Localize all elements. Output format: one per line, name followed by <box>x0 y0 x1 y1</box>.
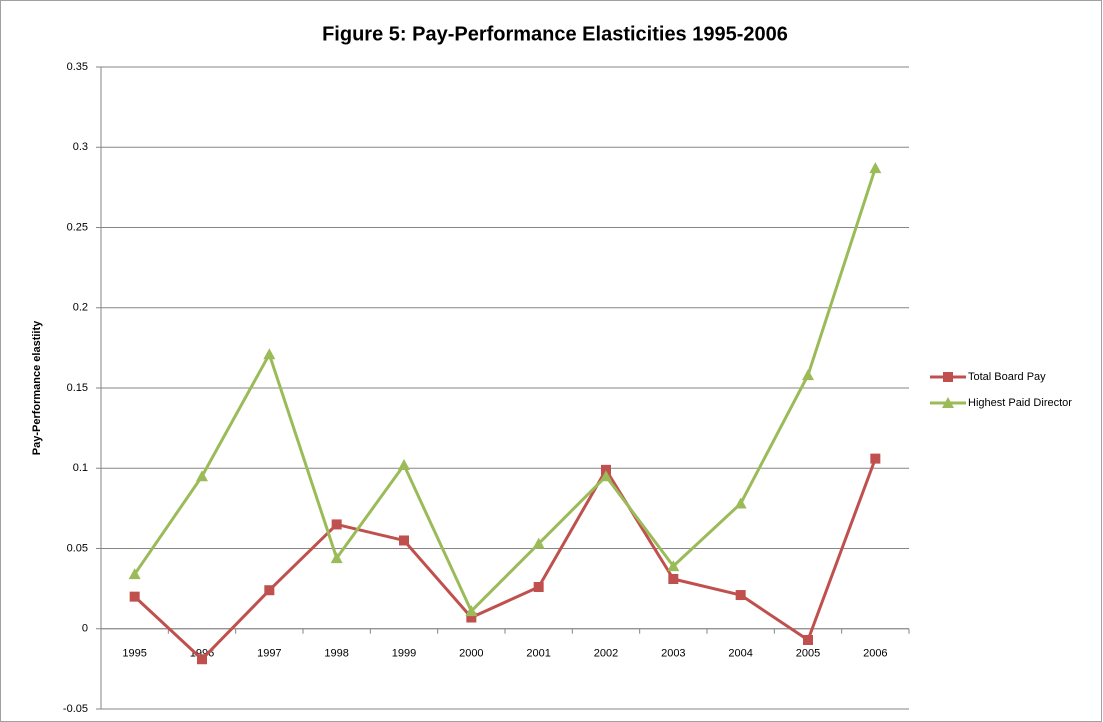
y-tick-label: 0.1 <box>73 462 88 474</box>
x-tick-label: 1995 <box>122 648 146 660</box>
x-tick-label: 2000 <box>459 648 483 660</box>
data-point <box>601 464 611 475</box>
x-tick-label: 1998 <box>324 648 348 660</box>
data-point <box>667 560 680 572</box>
x-tick-label: 1997 <box>257 648 281 660</box>
data-point <box>263 348 276 360</box>
data-point <box>532 537 545 549</box>
y-tick-label: 0.05 <box>67 542 88 554</box>
data-point <box>465 605 478 617</box>
data-point <box>399 535 409 546</box>
data-point <box>128 568 141 580</box>
chart-title: Figure 5: Pay-Performance Elasticities 1… <box>322 23 788 45</box>
x-tick-label: 2005 <box>796 648 820 660</box>
data-point <box>196 470 208 482</box>
legend-label: Total Board Pay <box>968 371 1046 383</box>
y-tick-label: 0 <box>82 623 88 635</box>
legend-marker <box>943 372 953 382</box>
data-point <box>398 459 410 471</box>
y-tick-label: 0.25 <box>67 221 88 233</box>
y-tick-label: 0.15 <box>67 382 88 394</box>
data-point <box>735 590 746 601</box>
y-tick-label: 0.2 <box>73 302 88 314</box>
data-point <box>869 162 882 174</box>
x-tick-label: 2001 <box>526 648 550 660</box>
x-tick-label: 1996 <box>190 648 214 660</box>
data-point <box>803 634 813 645</box>
data-point <box>264 585 275 596</box>
data-point <box>466 612 477 623</box>
y-tick-label: 0.3 <box>73 141 88 153</box>
data-point <box>668 573 679 584</box>
y-tick-label: 0.35 <box>67 61 88 73</box>
legend-label: Highest Paid Director <box>968 397 1072 409</box>
x-tick-label: 1999 <box>392 648 416 660</box>
data-point <box>129 591 140 602</box>
data-point <box>533 582 544 593</box>
x-tick-label: 2006 <box>863 648 887 660</box>
series-line <box>133 458 877 661</box>
x-tick-label: 2004 <box>728 648 752 660</box>
x-tick-label: 2003 <box>661 648 685 660</box>
legend-marker <box>942 397 954 408</box>
y-tick-label: -0.05 <box>63 703 88 715</box>
y-axis-label: Pay-Performance elastiity <box>31 320 43 455</box>
series-line <box>133 167 877 613</box>
x-tick-label: 2002 <box>594 648 618 660</box>
data-point <box>331 519 342 530</box>
data-point <box>197 654 207 665</box>
data-point <box>600 470 612 482</box>
data-point <box>870 453 881 464</box>
data-point <box>734 497 747 509</box>
data-point <box>802 369 814 381</box>
data-point <box>330 552 343 564</box>
